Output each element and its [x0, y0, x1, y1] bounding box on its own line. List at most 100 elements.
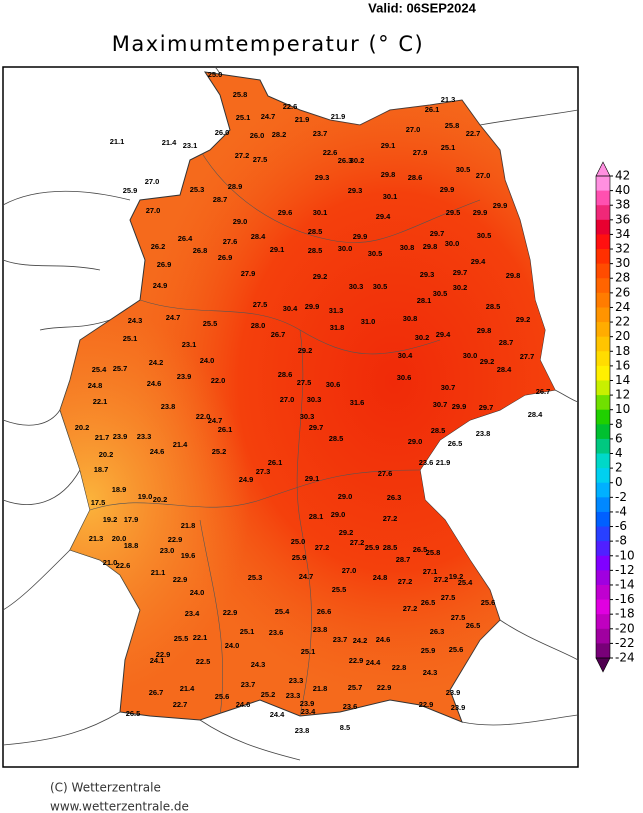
station-value: 21.3: [89, 534, 104, 543]
station-value: 27.0: [145, 177, 160, 186]
station-value: 24.3: [251, 660, 266, 669]
station-value: 28.1: [309, 512, 324, 521]
station-value: 23.0: [160, 546, 175, 555]
legend-band: [596, 453, 610, 469]
station-value: 27.5: [253, 300, 268, 309]
station-value: 28.5: [383, 543, 398, 552]
legend-tick-label: -12: [615, 563, 635, 577]
legend-band: [596, 526, 610, 542]
station-value: 30.1: [313, 208, 328, 217]
country-borders: [2, 66, 579, 761]
station-value: 24.2: [353, 636, 368, 645]
station-value: 25.6: [449, 645, 464, 654]
valid-date: Valid: 06SEP2024: [368, 0, 476, 15]
station-value: 17.5: [91, 498, 106, 507]
station-value: 26.1: [425, 105, 440, 114]
station-value: 23.8: [295, 726, 310, 735]
station-value: 29.5: [446, 208, 461, 217]
legend-tick-label: 12: [615, 388, 630, 402]
station-value: 18.7: [94, 465, 109, 474]
legend-tick-label: 18: [615, 344, 630, 358]
station-value: 8.5: [340, 723, 350, 732]
station-value: 28.5: [308, 227, 323, 236]
station-value: 23.7: [241, 680, 256, 689]
station-value: 29.8: [423, 242, 438, 251]
station-value: 30.2: [453, 283, 468, 292]
map-title: Maximumtemperatur (° C): [112, 32, 424, 56]
station-value: 25.9: [365, 543, 380, 552]
station-value: 29.3: [420, 270, 435, 279]
station-value: 20.2: [99, 450, 114, 459]
station-value: 29.7: [479, 403, 494, 412]
station-value: 23.9: [451, 703, 466, 712]
legend-band: [596, 278, 610, 294]
station-value: 27.2: [383, 514, 398, 523]
station-value: 26.8: [193, 246, 208, 255]
legend-tick-label: 10: [615, 402, 630, 416]
station-value: 25.1: [236, 113, 251, 122]
station-value: 23.6: [419, 458, 434, 467]
station-value: 28.6: [408, 173, 423, 182]
legend-band: [596, 380, 610, 396]
legend-band: [596, 234, 610, 250]
station-value: 25.3: [248, 573, 263, 582]
station-value: 30.5: [368, 249, 383, 258]
station-value: 25.4: [458, 578, 473, 587]
station-value: 24.4: [366, 658, 381, 667]
legend-band: [596, 584, 610, 601]
station-value: 25.2: [212, 447, 227, 456]
station-value: 24.7: [261, 112, 276, 121]
station-value: 29.2: [313, 272, 328, 281]
station-value: 24.0: [190, 588, 205, 597]
station-value: 21.4: [173, 440, 188, 449]
legend-band: [596, 395, 610, 411]
station-value: 23.8: [161, 402, 176, 411]
legend-tick-label: 22: [615, 315, 630, 329]
station-value: 25.1: [240, 627, 255, 636]
station-value: 27.0: [146, 206, 161, 215]
station-value: 21.0: [103, 558, 118, 567]
station-value: 25.4: [275, 607, 290, 616]
station-value: 22.0: [211, 376, 226, 385]
station-value: 27.0: [342, 566, 357, 575]
legend-tick-label: -6: [615, 519, 627, 533]
legend-tick-label: -16: [615, 592, 635, 606]
source-url: www.wetterzentrale.de: [50, 800, 189, 813]
station-value: 30.3: [307, 395, 322, 404]
station-value: 26.1: [218, 425, 233, 434]
station-value: 29.4: [436, 330, 451, 339]
legend-band: [596, 219, 610, 235]
station-value: 24.6: [376, 635, 391, 644]
station-value: 25.9: [421, 646, 436, 655]
legend-tick-label: 26: [615, 285, 630, 299]
legend-bottom-arrow: [595, 657, 611, 673]
station-value: 23.9: [446, 688, 461, 697]
station-value: 23.4: [301, 707, 316, 716]
station-value: 28.7: [396, 555, 411, 564]
station-value: 29.8: [477, 326, 492, 335]
station-value: 30.8: [400, 243, 415, 252]
station-value: 27.6: [378, 469, 393, 478]
station-value: 30.6: [326, 380, 341, 389]
station-value: 25.1: [301, 647, 316, 656]
station-value: 24.6: [150, 447, 165, 456]
legend-band: [596, 628, 610, 644]
station-value: 20.2: [75, 423, 90, 432]
station-value: 25.1: [441, 143, 456, 152]
station-value: 23.9: [177, 372, 192, 381]
station-value: 30.0: [463, 351, 478, 360]
legend-tick-label: 28: [615, 271, 630, 285]
legend-band: [596, 438, 610, 455]
legend-band: [596, 614, 610, 630]
legend-tick-label: -22: [615, 636, 635, 650]
station-value: 24.7: [208, 416, 223, 425]
station-value: 24.0: [200, 356, 215, 365]
station-value: 21.9: [331, 112, 346, 121]
station-value: 29.3: [348, 186, 363, 195]
station-value: 25.9: [292, 553, 307, 562]
station-value: 30.3: [349, 282, 364, 291]
station-value: 29.8: [506, 271, 521, 280]
station-value: 26.5: [466, 621, 481, 630]
station-value: 26.5: [421, 598, 436, 607]
station-value: 25.5: [174, 634, 189, 643]
